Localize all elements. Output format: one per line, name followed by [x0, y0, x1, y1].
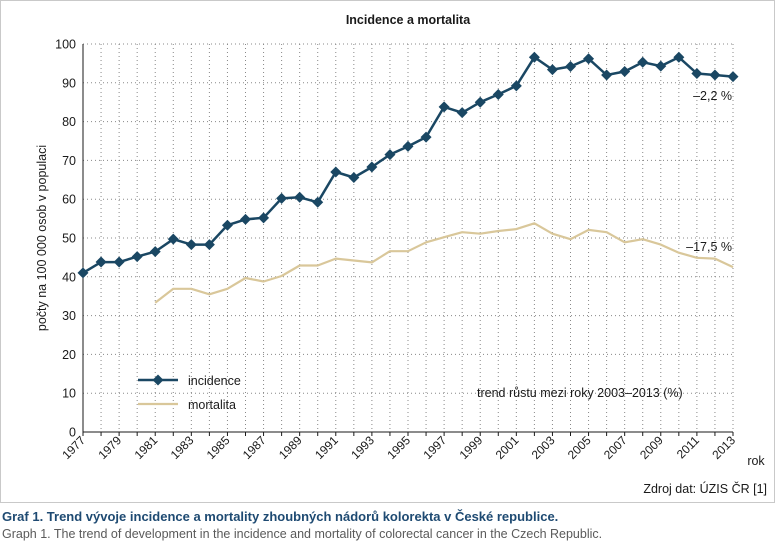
data-point-incidence: [528, 51, 540, 63]
trend-note: trend růstu mezi roky 2003–2013 (%): [477, 386, 683, 400]
data-point-incidence: [149, 246, 161, 258]
data-point-incidence: [294, 191, 306, 203]
y-tick-label: 50: [62, 232, 76, 246]
x-tick-label: 1999: [457, 433, 486, 462]
data-point-incidence: [673, 51, 685, 63]
y-tick-label: 10: [62, 387, 76, 401]
x-tick-label: 1979: [95, 433, 124, 462]
data-point-incidence: [727, 71, 739, 83]
data-point-incidence: [113, 256, 125, 268]
y-tick-label: 20: [62, 348, 76, 362]
data-point-incidence: [510, 80, 522, 92]
x-tick-label: 2011: [674, 433, 702, 461]
figure-caption-title: Graf 1. Trend vývoje incidence a mortali…: [2, 509, 559, 524]
data-point-incidence: [565, 61, 576, 73]
data-point-incidence: [655, 60, 667, 72]
x-tick-label: 2005: [565, 433, 594, 462]
data-point-incidence: [312, 196, 324, 208]
chart-title: Incidence a mortalita: [346, 13, 471, 27]
legend-label-mortalita: mortalita: [188, 398, 236, 412]
data-point-incidence: [709, 69, 721, 81]
data-point-incidence: [384, 149, 396, 161]
x-tick-label: 1985: [204, 433, 233, 462]
x-tick-label: 1993: [348, 433, 377, 462]
data-point-incidence: [167, 233, 179, 245]
data-point-incidence: [583, 53, 595, 65]
data-point-incidence: [601, 69, 613, 81]
x-tick-label: 1995: [384, 433, 413, 462]
trend-annotation-mortalita: –17,5 %: [686, 240, 732, 254]
data-point-incidence: [438, 101, 450, 113]
data-point-incidence: [619, 66, 631, 78]
data-point-incidence: [492, 88, 504, 100]
data-point-incidence: [77, 267, 89, 279]
x-tick-label: 2001: [493, 433, 522, 462]
x-tick-label: 2013: [709, 433, 738, 462]
y-tick-label: 90: [62, 76, 76, 90]
data-point-incidence: [637, 56, 649, 68]
data-point-incidence: [221, 219, 233, 231]
trend-annotation-incidence: –2,2 %: [693, 89, 732, 103]
data-point-incidence: [95, 256, 107, 268]
data-point-incidence: [240, 213, 251, 225]
x-tick-label: 1991: [312, 433, 341, 462]
data-point-incidence: [691, 67, 703, 79]
data-point-incidence: [348, 171, 360, 183]
data-point-incidence: [258, 212, 270, 224]
y-tick-label: 40: [62, 270, 76, 284]
x-tick-label: 1977: [59, 433, 88, 462]
x-tick-label: 2007: [601, 433, 630, 462]
y-tick-label: 80: [62, 115, 76, 129]
x-tick-label: 1997: [420, 433, 449, 462]
data-point-incidence: [402, 140, 414, 152]
y-tick-label: 60: [62, 193, 76, 207]
y-tick-label: 30: [62, 309, 76, 323]
data-point-incidence: [276, 192, 288, 204]
data-point-incidence: [330, 166, 342, 178]
data-point-incidence: [131, 251, 143, 263]
y-axis-label: počty na 100 000 osob v populaci: [35, 145, 49, 331]
data-point-incidence: [546, 64, 558, 76]
line-chart: Incidence a mortalita 0 10 20 30 40 50 60 70 80 90…: [35, 13, 767, 496]
chart-frame: Incidence a mortalita 0 10 20 30 40 50 60 70 80 90…: [0, 0, 775, 503]
legend-marker-incidence: [152, 374, 164, 386]
data-source: Zdroj dat: ÚZIS ČR [1]: [643, 481, 767, 496]
data-point-incidence: [474, 96, 486, 108]
legend-label-incidence: incidence: [188, 374, 241, 388]
data-point-incidence: [185, 239, 197, 251]
y-tick-label: 70: [62, 154, 76, 168]
y-tick-label: 0: [69, 426, 76, 440]
data-point-incidence: [366, 161, 378, 173]
x-tick-label: 1989: [276, 433, 305, 462]
x-tick-label: 1987: [240, 433, 269, 462]
data-point-incidence: [420, 131, 432, 143]
series-line-mortalita: [154, 222, 734, 304]
x-axis-label: rok: [747, 454, 765, 468]
x-tick-label: 1981: [132, 433, 161, 462]
data-point-incidence: [203, 239, 215, 251]
y-tick-label: 100: [55, 38, 76, 52]
data-point-incidence: [456, 107, 468, 119]
x-tick-label: 2009: [637, 433, 666, 462]
x-tick-label: 2003: [529, 433, 558, 462]
figure-caption-subtitle: Graph 1. The trend of development in the…: [2, 527, 603, 541]
x-tick-label: 1983: [168, 433, 197, 462]
